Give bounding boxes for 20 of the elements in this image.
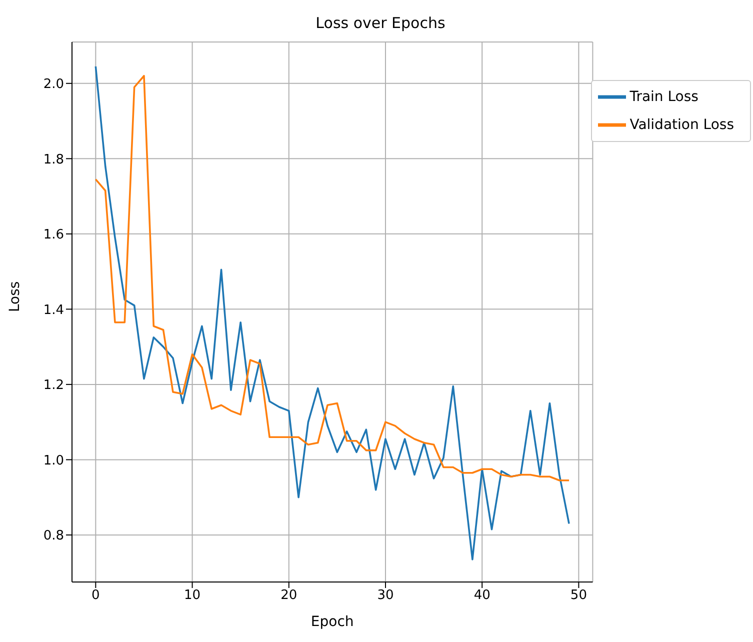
y-tick-label: 1.8 — [43, 152, 64, 168]
y-tick-label: 1.2 — [43, 378, 64, 394]
chart-title: Loss over Epochs — [314, 13, 446, 34]
line-series — [94, 66, 570, 560]
legend-label: Train Loss — [630, 88, 698, 105]
y-tick-label: 0.8 — [43, 528, 64, 544]
x-axis-title: Epoch — [310, 614, 354, 630]
x-tick-label: 0 — [92, 588, 100, 604]
x-tick-label: 20 — [280, 588, 298, 604]
x-tick-label: 30 — [377, 588, 394, 604]
x-tick-label: 40 — [474, 588, 490, 604]
y-tick-label: 2.0 — [43, 77, 64, 92]
y-tick-label: 1.0 — [43, 453, 64, 468]
x-tick-label: 50 — [570, 588, 587, 604]
y-tick-label: 1.6 — [43, 228, 64, 243]
y-axis-title: Loss — [6, 281, 23, 312]
x-tick-label: 10 — [184, 588, 201, 604]
y-tick-label: 1.4 — [43, 302, 64, 318]
line-series — [94, 74, 570, 482]
legend-label: Validation Loss — [630, 116, 734, 133]
